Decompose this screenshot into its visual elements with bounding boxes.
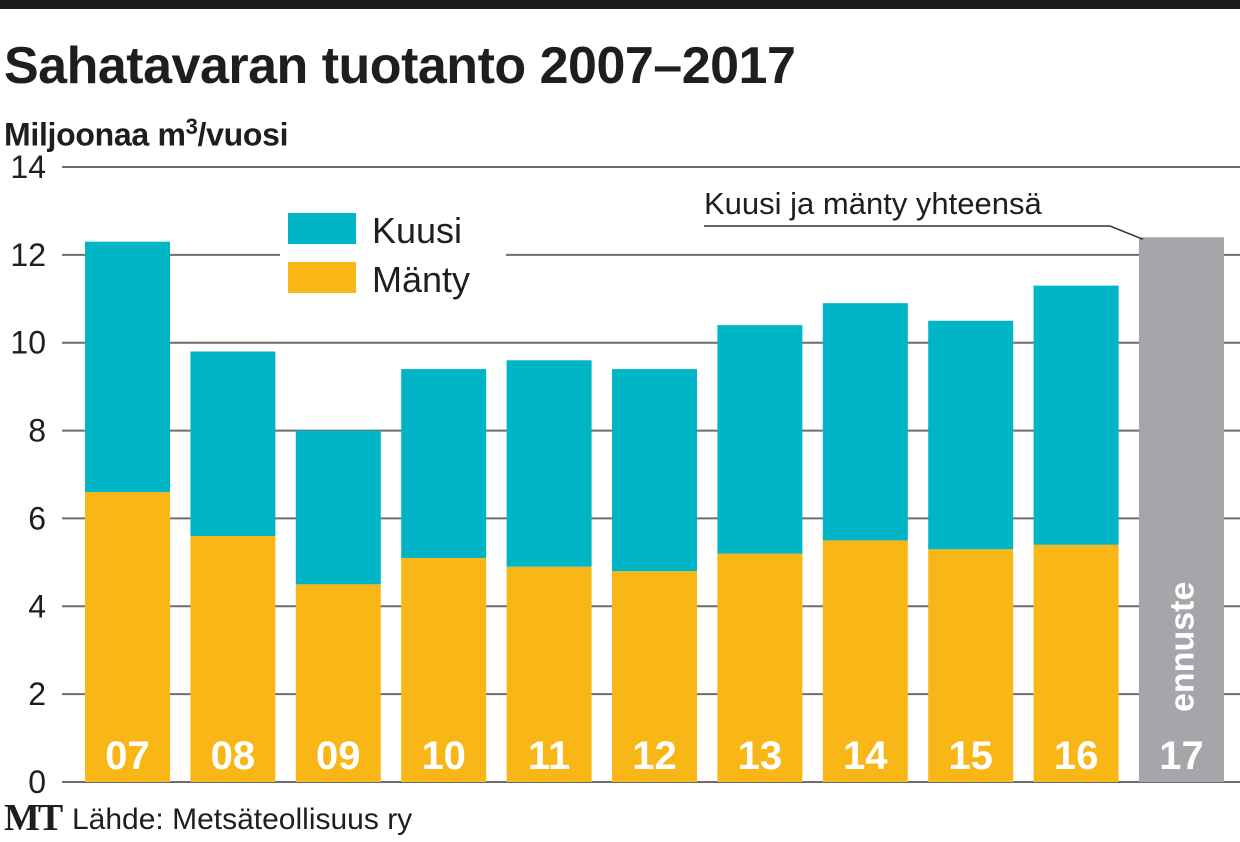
subtitle-unit: /vuosi (197, 116, 289, 153)
bar-kuusi-12 (612, 369, 697, 572)
bar-manty-14 (822, 540, 908, 782)
chart-subtitle: Miljoonaa m3/vuosi (4, 114, 289, 154)
y-tick-label: 10 (10, 325, 46, 361)
legend-label-mänty: Mänty (372, 259, 470, 300)
bar-label-11: 11 (528, 734, 570, 778)
subtitle-superscript: 3 (185, 114, 198, 139)
y-tick-label: 8 (28, 413, 46, 449)
y-tick-label: 2 (28, 676, 46, 712)
bar-kuusi-08 (190, 351, 276, 536)
bar-manty-12 (612, 571, 697, 782)
bar-kuusi-14 (822, 303, 908, 541)
bar-label-13: 13 (738, 734, 783, 778)
bar-label-10: 10 (421, 734, 466, 778)
bar-manty-08 (190, 536, 276, 782)
y-tick-label: 0 (28, 764, 46, 800)
bar-label-15: 15 (948, 734, 993, 778)
bar-manty-09 (295, 584, 381, 782)
bar-kuusi-16 (1033, 285, 1119, 545)
subtitle-text: Miljoonaa m (4, 116, 186, 153)
bar-kuusi-10 (401, 369, 487, 558)
annotation-background (700, 178, 1120, 224)
bar-label-12: 12 (632, 734, 677, 778)
legend-label-kuusi: Kuusi (372, 210, 462, 251)
bar-label-08: 08 (211, 734, 256, 778)
legend-swatch-kuusi (288, 213, 356, 244)
total-annotation-label: Kuusi ja mänty yhteensä (704, 186, 1043, 221)
bar-label-14: 14 (843, 734, 888, 778)
annotation-leader-line (704, 225, 1144, 240)
y-tick-label: 14 (10, 149, 46, 185)
y-tick-label: 6 (28, 500, 46, 536)
bar-kuusi-15 (928, 320, 1014, 550)
chart-title: Sahatavaran tuotanto 2007–2017 (4, 37, 796, 95)
annotations: Kuusi ja mänty yhteensä (700, 178, 1144, 240)
bar-kuusi-13 (717, 325, 803, 554)
bar-manty-07 (85, 492, 170, 782)
top-rule (0, 0, 1240, 9)
legend-swatch-mänty (288, 262, 356, 293)
y-axis-ticks: 0 2 4 6 8 10 12 14 (10, 149, 46, 800)
bars: 07 08 09 10 11 12 13 14 15 16 ennuste 17 (85, 237, 1224, 783)
forecast-label: ennuste (1164, 582, 1202, 712)
bar-total-forecast-17 (1139, 237, 1224, 783)
bar-manty-13 (717, 553, 803, 782)
bar-kuusi-07 (85, 241, 170, 493)
bar-kuusi-11 (506, 360, 592, 567)
bar-kuusi-09 (295, 430, 381, 585)
legend: Kuusi Mänty (280, 200, 506, 310)
y-tick-label: 12 (10, 237, 46, 273)
bar-manty-10 (401, 557, 487, 782)
bar-label-17: 17 (1159, 734, 1204, 778)
bar-manty-16 (1033, 544, 1119, 782)
bar-label-09: 09 (316, 734, 361, 778)
bar-label-16: 16 (1054, 734, 1099, 778)
y-tick-label: 4 (28, 588, 46, 624)
bar-manty-11 (506, 566, 592, 782)
source-note: Lähde: Metsäteollisuus ry (72, 803, 413, 836)
bar-manty-15 (928, 549, 1014, 782)
mt-logo: MT (4, 797, 63, 839)
bar-label-07: 07 (105, 734, 150, 778)
